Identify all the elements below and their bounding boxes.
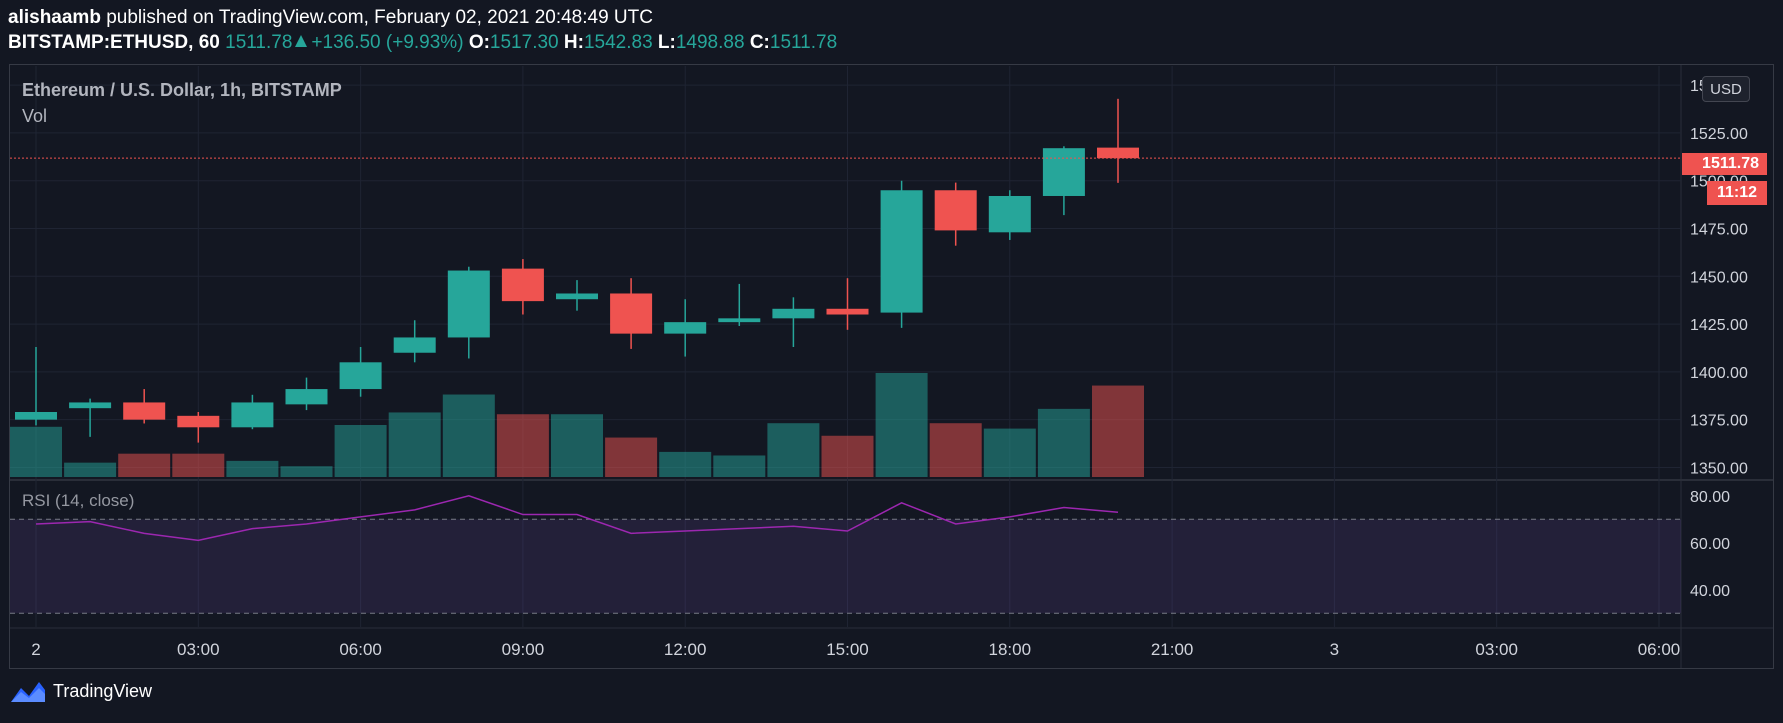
volume-bar <box>767 423 820 477</box>
volume-bar <box>280 466 333 477</box>
volume-bar <box>442 394 495 477</box>
price-tick-label: 1450.00 <box>1690 269 1748 286</box>
candle-body <box>772 308 815 319</box>
candle-body <box>447 270 490 338</box>
price-tick-label: 1475.00 <box>1690 221 1748 238</box>
rsi-tick-label: 60.00 <box>1690 536 1730 553</box>
symbol-label: BITSTAMP:ETHUSD, 60 <box>8 32 220 53</box>
publish-info: published on TradingView.com, February 0… <box>106 7 653 28</box>
candle-body <box>285 389 328 405</box>
last-price: 1511.78 <box>225 32 293 53</box>
high-value: 1542.83 <box>583 32 653 53</box>
price-tick-label: 1400.00 <box>1690 365 1748 382</box>
volume-bar <box>1092 385 1144 477</box>
candle-body <box>231 402 274 428</box>
time-tick-label: 15:00 <box>826 640 869 659</box>
author-name[interactable]: alishaamb <box>8 7 101 28</box>
candle-body <box>339 362 382 390</box>
candle-body <box>610 293 653 334</box>
chart-title: Ethereum / U.S. Dollar, 1h, BITSTAMP <box>22 80 342 100</box>
rsi-tick-label: 80.00 <box>1690 489 1730 506</box>
currency-button[interactable]: USD <box>1702 76 1750 102</box>
volume-bar <box>821 435 874 477</box>
candle-body <box>826 308 869 315</box>
low-value: 1498.88 <box>675 32 745 53</box>
footer-brand[interactable]: TradingView <box>9 680 152 704</box>
open-label: O: <box>468 32 490 53</box>
time-tick-label: 21:00 <box>1151 640 1194 659</box>
volume-bar <box>659 451 712 477</box>
chart-frame[interactable] <box>9 64 1774 669</box>
candle-body <box>123 402 166 420</box>
close-value: 1511.78 <box>769 32 838 53</box>
volume-bar <box>496 414 549 477</box>
rsi-line <box>35 494 1119 542</box>
volume-bar <box>551 414 603 477</box>
time-tick-label: 12:00 <box>664 640 707 659</box>
open-value: 1517.30 <box>489 32 559 53</box>
candle-body <box>15 412 57 420</box>
candle-body <box>988 195 1031 233</box>
volume-bar <box>713 455 766 477</box>
volume-bar <box>64 462 117 477</box>
brand-name: TradingView <box>53 680 153 701</box>
rsi-band-fill <box>10 519 1681 614</box>
rsi-label: RSI (14, close) <box>22 491 135 510</box>
candle-body <box>934 190 977 231</box>
volume-bar <box>172 453 225 477</box>
candle-body <box>501 268 544 302</box>
time-tick-label: 03:00 <box>1475 640 1518 659</box>
close-label: C: <box>749 32 770 53</box>
price-tick-label: 1525.00 <box>1690 126 1748 143</box>
time-tick-label: 06:00 <box>1638 640 1681 659</box>
volume-bar <box>875 373 928 477</box>
rsi-tick-label: 40.00 <box>1690 583 1730 600</box>
low-label: L: <box>657 32 676 53</box>
candle-body <box>1042 148 1085 196</box>
candle-body <box>393 337 436 353</box>
candle-body <box>718 318 761 323</box>
candle-body <box>664 322 707 334</box>
volume-bar <box>226 460 279 477</box>
volume-bar <box>10 426 62 477</box>
candle-body <box>69 402 112 409</box>
price-tick-label: 1375.00 <box>1690 413 1748 430</box>
time-tick-label: 18:00 <box>989 640 1032 659</box>
price-tick-label: 1425.00 <box>1690 317 1748 334</box>
time-tick-label: 2 <box>31 640 40 659</box>
publish-line: alishaamb published on TradingView.com, … <box>8 6 1768 30</box>
time-tick-label: 3 <box>1330 640 1339 659</box>
high-label: H: <box>563 32 584 53</box>
volume-bar <box>118 453 171 477</box>
volume-bar <box>929 423 982 477</box>
volume-bar <box>334 425 387 477</box>
chart-header: alishaamb published on TradingView.com, … <box>8 6 1768 55</box>
volume-bar <box>388 412 441 477</box>
volume-bar <box>605 437 658 477</box>
last-price-tag: 1511.78 <box>1682 153 1767 175</box>
candle-body <box>1097 147 1139 159</box>
countdown-tag: 11:12 <box>1707 181 1767 205</box>
volume-bar <box>1037 408 1090 477</box>
ohlc-line: BITSTAMP:ETHUSD, 60 1511.78 +136.50 (+9.9… <box>8 31 1768 55</box>
candle-body <box>556 293 598 300</box>
time-tick-label: 03:00 <box>177 640 220 659</box>
volume-label: Vol <box>22 106 48 126</box>
volume-bar <box>983 428 1036 477</box>
price-change: +136.50 (+9.93%) <box>311 32 464 53</box>
up-arrow-icon <box>295 35 308 47</box>
candle-body <box>177 415 220 428</box>
time-tick-label: 06:00 <box>339 640 382 659</box>
price-tick-label: 1350.00 <box>1690 460 1748 477</box>
time-tick-label: 09:00 <box>502 640 545 659</box>
candle-body <box>880 190 923 313</box>
tradingview-logo-icon <box>11 682 45 702</box>
